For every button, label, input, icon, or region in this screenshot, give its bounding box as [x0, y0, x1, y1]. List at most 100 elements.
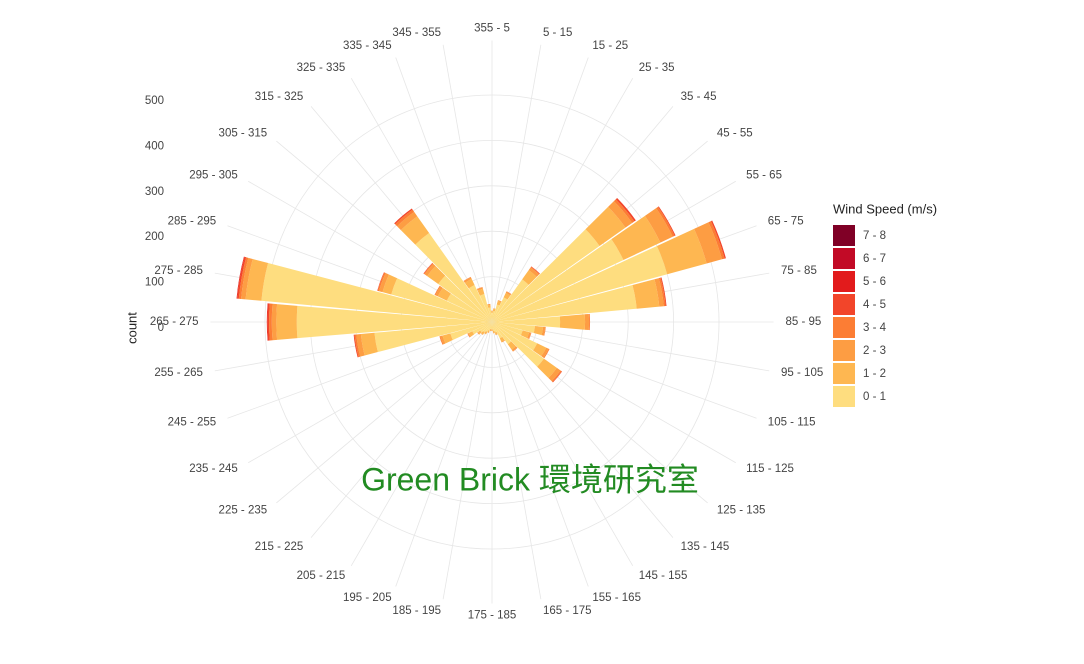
legend-key — [833, 386, 855, 407]
wind-bar-segment — [585, 206, 626, 247]
wind-bar-segment — [507, 341, 516, 350]
direction-label: 65 - 75 — [768, 216, 804, 228]
wind-bar-segment — [241, 257, 253, 300]
direction-label: 5 - 15 — [543, 27, 572, 39]
wind-bar-segment — [477, 288, 485, 296]
wind-bar-segment — [541, 347, 549, 358]
wind-bar-segment — [424, 263, 436, 277]
wind-bar-segment — [490, 322, 492, 330]
wind-bar-segment — [415, 233, 492, 322]
direction-label: 115 - 125 — [746, 463, 794, 475]
grid-spoke — [395, 321, 493, 587]
wind-bar-segment — [423, 263, 434, 275]
wind-bar-segment — [267, 303, 270, 341]
wind-bar-segment — [439, 336, 444, 345]
wind-bar-segment — [397, 211, 418, 231]
wind-bar-segment — [382, 274, 398, 295]
wind-bar-segment — [464, 278, 475, 289]
legend-key — [833, 317, 855, 338]
direction-label: 105 - 115 — [768, 416, 816, 428]
wind-bar-segment — [485, 322, 492, 332]
direction-label: 235 - 245 — [189, 463, 238, 475]
wind-bar-segment — [527, 332, 531, 339]
wind-bar-segment — [468, 285, 492, 322]
direction-label: 295 - 305 — [189, 169, 238, 181]
wind-bar-segment — [271, 303, 278, 341]
wind-bar-segment — [245, 258, 269, 301]
wind-bar-segment — [492, 322, 497, 333]
wind-bar-segment — [654, 278, 664, 307]
wind-bar-segment — [479, 293, 492, 322]
wind-bar-segment — [356, 334, 365, 357]
direction-label: 225 - 235 — [219, 505, 268, 517]
grid-spoke — [276, 321, 493, 504]
wind-bar-segment — [438, 275, 492, 322]
wind-bar-segment — [512, 347, 518, 352]
wind-bar-segment — [491, 329, 493, 331]
legend-title: Wind Speed (m/s) — [833, 201, 937, 216]
wind-bar-segment — [484, 332, 487, 335]
wind-bar-segment — [472, 322, 492, 335]
wind-bar-segment — [710, 220, 726, 259]
direction-label: 85 - 95 — [786, 316, 822, 328]
wind-bar-segment — [552, 371, 563, 383]
wind-bar-segment — [492, 316, 561, 328]
direction-label: 75 - 85 — [781, 265, 817, 277]
wind-bar-segment — [530, 266, 540, 275]
direction-label: 145 - 155 — [639, 570, 688, 582]
y-tick-label: 500 — [145, 95, 164, 107]
direction-label: 265 - 275 — [150, 316, 199, 328]
direction-label: 285 - 295 — [168, 216, 217, 228]
direction-label: 195 - 205 — [343, 592, 392, 604]
grid-spoke — [491, 321, 634, 566]
wind-bar-segment — [656, 228, 707, 275]
wind-bar-segment — [496, 300, 502, 306]
direction-label: 245 - 255 — [168, 416, 217, 428]
y-axis-label: count — [124, 312, 139, 344]
wind-bar-segment — [531, 266, 540, 274]
wind-bar-segment — [492, 297, 508, 322]
wind-bar-segment — [480, 322, 492, 333]
wind-bar-segment — [374, 322, 492, 353]
direction-label: 335 - 345 — [343, 40, 392, 52]
wind-bar-segment — [537, 358, 557, 378]
wind-bar-segment — [533, 325, 544, 336]
wind-bar-segment — [423, 262, 433, 274]
wind-bar-segment — [488, 322, 492, 331]
wind-bar-segment — [489, 329, 492, 331]
legend-label: 1 - 2 — [863, 368, 886, 380]
wind-bar-segment — [440, 335, 446, 345]
wind-bar-segment — [611, 215, 661, 261]
wind-bar-segment — [503, 292, 511, 300]
wind-bar-segment — [492, 279, 529, 322]
wind-bar-segment — [480, 332, 484, 335]
wind-bar-segment — [463, 276, 471, 282]
legend-label: 0 - 1 — [863, 391, 886, 403]
wind-bar-segment — [395, 209, 415, 227]
wind-bar-segment — [434, 285, 441, 296]
legend-key — [833, 248, 855, 269]
wind-bar-segment — [353, 334, 359, 358]
wind-bar-segment — [656, 206, 675, 237]
legend-key — [833, 363, 855, 384]
wind-bar-segment — [491, 311, 493, 313]
wind-bar-segment — [522, 270, 537, 285]
wind-bar-segment — [492, 304, 500, 322]
legend-label: 6 - 7 — [863, 253, 886, 265]
direction-label: 45 - 55 — [717, 127, 753, 139]
direction-label: 135 - 145 — [681, 541, 730, 553]
wind-bar-segment — [266, 303, 269, 341]
grid-spoke — [491, 321, 674, 538]
wind-bar-segment — [377, 272, 385, 291]
grid-spoke — [442, 44, 493, 323]
direction-label: 175 - 185 — [468, 610, 517, 622]
wind-bar-segment — [477, 331, 480, 335]
grid-spoke — [491, 57, 589, 323]
grid-spoke — [491, 44, 542, 323]
watermark: Green Brick 環境研究室 — [361, 461, 699, 497]
wind-bar-segment — [435, 286, 443, 297]
wind-bar-segment — [400, 216, 430, 245]
grid-spoke — [442, 321, 493, 600]
wind-bar-segment — [487, 331, 490, 333]
